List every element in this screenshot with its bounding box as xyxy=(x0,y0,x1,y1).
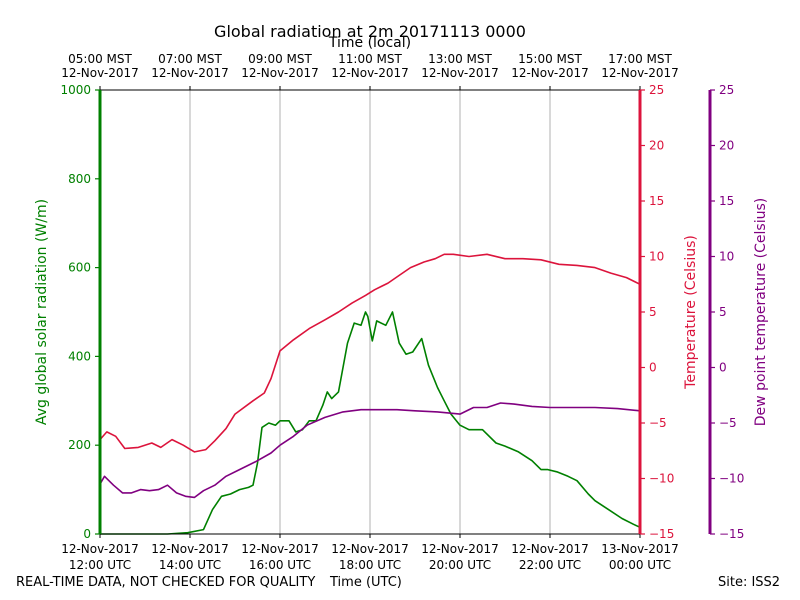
temperature-tick-label: −5 xyxy=(649,416,667,430)
top-axis-label: Time (local) xyxy=(328,35,411,51)
dewpoint-tick-label: −10 xyxy=(719,472,744,486)
top-tick-label-date: 12-Nov-2017 xyxy=(601,66,679,80)
top-tick-label-date: 12-Nov-2017 xyxy=(421,66,499,80)
temperature-tick-label: 0 xyxy=(649,361,657,375)
temperature-tick-label: 20 xyxy=(649,139,664,153)
top-tick-label-date: 12-Nov-2017 xyxy=(61,66,139,80)
dewpoint-tick-label: 5 xyxy=(719,305,727,319)
top-tick-label-time: 17:00 MST xyxy=(608,52,672,66)
temperature-tick-label: −10 xyxy=(649,472,674,486)
dewpoint-axis-label: Dew point temperature (Celsius) xyxy=(753,198,769,426)
radiation-tick-label: 200 xyxy=(68,438,91,452)
vertical-gridlines xyxy=(189,90,551,534)
x-tick-label-time: 22:00 UTC xyxy=(519,558,581,572)
x-tick-label-time: 00:00 UTC xyxy=(609,558,671,572)
radiation-tick-label: 400 xyxy=(68,349,91,363)
top-tick-label-date: 12-Nov-2017 xyxy=(511,66,589,80)
radiation-tick-label: 800 xyxy=(68,172,91,186)
temperature-tick-label: 15 xyxy=(649,194,664,208)
dewpoint-tick-label: 20 xyxy=(719,139,734,153)
x-tick-label-date: 12-Nov-2017 xyxy=(151,542,229,556)
top-tick-label-time: 09:00 MST xyxy=(248,52,312,66)
dewpoint-tick-label: 10 xyxy=(719,250,734,264)
temperature-tick-label: 25 xyxy=(649,83,664,97)
quality-disclaimer: REAL-TIME DATA, NOT CHECKED FOR QUALITY xyxy=(16,575,316,590)
x-tick-label-date: 12-Nov-2017 xyxy=(511,542,589,556)
x-tick-label-time: 20:00 UTC xyxy=(429,558,491,572)
dew-point-temperature-line xyxy=(99,402,641,499)
x-tick-label-date: 12-Nov-2017 xyxy=(421,542,499,556)
radiation-tick-label: 0 xyxy=(83,527,91,541)
avg-global-solar-radiation-line xyxy=(100,311,641,535)
x-axis-label: Time (UTC) xyxy=(330,575,402,590)
temperature-line xyxy=(99,253,641,453)
dewpoint-tick-label: 0 xyxy=(719,361,727,375)
top-tick-label-time: 15:00 MST xyxy=(518,52,582,66)
top-tick-label-time: 07:00 MST xyxy=(158,52,222,66)
temperature-tick-label: 5 xyxy=(649,305,657,319)
x-tick-label-date: 12-Nov-2017 xyxy=(241,542,319,556)
x-tick-label-time: 12:00 UTC xyxy=(69,558,131,572)
x-tick-label-time: 16:00 UTC xyxy=(249,558,311,572)
dewpoint-tick-label: −5 xyxy=(719,416,737,430)
temperature-tick-label: 10 xyxy=(649,250,664,264)
x-tick-label-date: 12-Nov-2017 xyxy=(331,542,409,556)
x-tick-label-date: 13-Nov-2017 xyxy=(601,542,679,556)
top-tick-label-time: 13:00 MST xyxy=(428,52,492,66)
radiation-axis-label: Avg global solar radiation (W/m) xyxy=(34,199,50,425)
data-series xyxy=(99,253,641,535)
radiation-tick-label: 1000 xyxy=(60,83,91,97)
top-tick-label-date: 12-Nov-2017 xyxy=(241,66,319,80)
dewpoint-tick-label: 25 xyxy=(719,83,734,97)
radiation-tick-label: 600 xyxy=(68,261,91,275)
chart-title: Global radiation at 2m 20171113 0000 xyxy=(214,22,526,41)
site-label: Site: ISS2 xyxy=(718,575,781,590)
x-tick-label-time: 14:00 UTC xyxy=(159,558,221,572)
dewpoint-tick-label: 15 xyxy=(719,194,734,208)
top-tick-label-time: 05:00 MST xyxy=(68,52,132,66)
x-tick-label-date: 12-Nov-2017 xyxy=(61,542,139,556)
temperature-tick-label: −15 xyxy=(649,527,674,541)
top-tick-label-date: 12-Nov-2017 xyxy=(331,66,409,80)
temperature-axis-label: Temperature (Celsius) xyxy=(683,235,699,390)
dewpoint-tick-label: −15 xyxy=(719,527,744,541)
top-tick-label-date: 12-Nov-2017 xyxy=(151,66,229,80)
top-tick-label-time: 11:00 MST xyxy=(338,52,402,66)
axis-ticks: 12-Nov-2017 12:00 UTC 12-Nov-2017 14:00 UTC… xyxy=(60,52,744,572)
x-tick-label-time: 18:00 UTC xyxy=(339,558,401,572)
